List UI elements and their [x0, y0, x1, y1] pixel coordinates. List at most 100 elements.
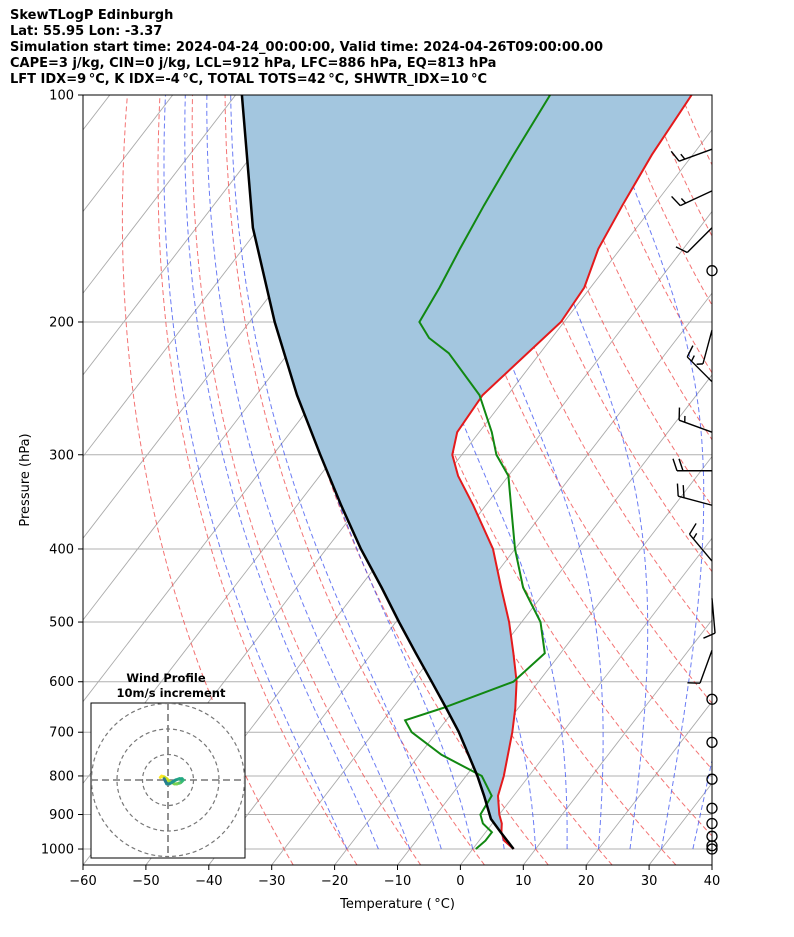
- isotherm--30: [271, 292, 712, 865]
- moist-adiabat: [503, 95, 649, 850]
- isotherm--20: [334, 374, 712, 865]
- wind-barb-shaft: [702, 329, 713, 365]
- x-tick-label: 30: [641, 874, 658, 889]
- moist-adiabat: [184, 95, 379, 850]
- y-axis-label: Pressure (hPa): [18, 433, 33, 526]
- calm-wind-marker: [706, 693, 718, 705]
- wind-barb-shaft: [678, 419, 713, 433]
- y-tick-label: 700: [49, 726, 74, 741]
- wind-barbs: [670, 148, 718, 855]
- dry-adiabat: [157, 95, 358, 865]
- wind-barb-flag: [671, 195, 681, 207]
- wind-barb-flag: [688, 523, 697, 535]
- dry-adiabat: [714, 95, 794, 865]
- calm-wind-marker: [706, 843, 718, 855]
- temperature-line: [451, 95, 693, 850]
- x-tick-label: 20: [578, 874, 595, 889]
- calm-wind-marker: [706, 817, 718, 830]
- moist-adiabat: [724, 95, 794, 849]
- wind-barb-flag: [686, 345, 694, 358]
- dewpoint-line: [403, 95, 551, 850]
- axes: −60 −50 −40 −30 −20 −10 0 10 20 30 40 1000 900 800 700…: [41, 89, 720, 890]
- wind-barb-half-flag: [690, 355, 695, 362]
- moist-adiabat: [206, 95, 411, 850]
- parcel-line: [240, 95, 515, 850]
- y-tick-label: 600: [49, 675, 74, 690]
- wind-barb-shaft: [711, 598, 716, 634]
- dry-adiabat: [648, 95, 712, 238]
- wind-barb-shaft: [699, 650, 713, 684]
- moist-adiabat: [692, 758, 712, 850]
- x-tick-label: −50: [132, 874, 159, 889]
- hodograph-subtitle: 10m/s increment: [117, 686, 226, 700]
- dry-adiabat: [746, 95, 794, 865]
- hodograph-plot: [91, 703, 245, 858]
- x-tick-label: 10: [515, 874, 532, 889]
- dry-adiabat: [420, 95, 712, 704]
- wind-barb-flag: [672, 458, 678, 471]
- simulation-time: Simulation start time: 2024-04-24_00:00:…: [10, 40, 603, 55]
- wind-barb-flag: [675, 246, 688, 254]
- wind-barb-shaft: [686, 356, 713, 383]
- wind-barb-flag: [676, 483, 679, 497]
- isotherm--130: [83, 95, 236, 294]
- y-tick-label: 300: [49, 448, 74, 463]
- hodograph-inset: Wind Profile 10m/s increment: [90, 671, 246, 859]
- x-tick-label: −40: [195, 874, 222, 889]
- wind-barb-half-flag: [680, 153, 686, 160]
- dry-adiabat: [191, 95, 422, 865]
- isotherm-20: [585, 700, 712, 865]
- wind-barb-shaft: [678, 495, 713, 506]
- isotherm--40: [208, 210, 712, 865]
- cape-area: [241, 95, 692, 849]
- wind-barb-shaft: [679, 190, 713, 207]
- x-tick-label: −10: [384, 874, 411, 889]
- y-tick-label: 100: [49, 89, 74, 104]
- y-tick-label: 900: [49, 808, 74, 823]
- calm-wind-marker: [706, 265, 718, 277]
- dry-adiabat: [583, 95, 712, 374]
- x-tick-label: 40: [704, 874, 721, 889]
- x-tick-label: −20: [321, 874, 348, 889]
- calm-wind-marker: [706, 802, 718, 814]
- station-coordinates: Lat: 55.95 Lon: -3.37: [10, 24, 163, 39]
- dry-adiabat: [452, 95, 712, 639]
- moist-adiabat: [599, 95, 705, 850]
- sounding-series: [240, 95, 693, 850]
- calm-wind-marker: [706, 830, 718, 842]
- calm-wind-marker: [706, 773, 718, 785]
- wind-barb-shaft: [686, 227, 713, 254]
- wind-barb-flag: [678, 458, 684, 471]
- dry-adiabat: [680, 95, 712, 166]
- y-tick-label: 800: [49, 769, 74, 784]
- isotherm--120: [83, 95, 299, 376]
- dry-adiabat: [517, 95, 712, 507]
- moist-adiabat: [163, 95, 348, 850]
- y-tick-label: 200: [49, 315, 74, 330]
- wind-barb-half-flag: [692, 533, 698, 540]
- isotherm-10: [522, 619, 712, 865]
- thermo-indices: LFT IDX=9 °C, K IDX=-4 °C, TOTAL TOTS=42…: [10, 72, 488, 87]
- wind-barb-flag: [703, 632, 716, 639]
- y-tick-label: 500: [49, 616, 74, 631]
- chart-header: SkewTLogP Edinburgh Lat: 55.95 Lon: -3.3…: [10, 8, 780, 88]
- station-title: SkewTLogP Edinburgh: [10, 8, 174, 23]
- wind-barb-flag: [682, 485, 685, 498]
- isotherm-0: [460, 537, 712, 865]
- dry-adiabat: [779, 95, 794, 865]
- wind-barb-flag: [670, 150, 680, 162]
- y-tick-label: 400: [49, 542, 74, 557]
- y-tick-label: 1000: [41, 843, 74, 858]
- x-axis-label: Temperature ( °C): [339, 897, 455, 912]
- wind-barb-half-flag: [680, 198, 687, 204]
- isotherm-30: [648, 782, 712, 865]
- dry-adiabat: [615, 95, 712, 307]
- x-tick-label: −30: [258, 874, 285, 889]
- hodograph-trace: [162, 777, 167, 783]
- hodograph-title: Wind Profile: [126, 671, 206, 685]
- stability-indices: CAPE=3 j/kg, CIN=0 j/kg, LCL=912 hPa, LF…: [10, 56, 497, 71]
- x-tick-label: −60: [69, 874, 96, 889]
- isotherm-40: [711, 864, 712, 865]
- x-tick-label: 0: [456, 874, 464, 889]
